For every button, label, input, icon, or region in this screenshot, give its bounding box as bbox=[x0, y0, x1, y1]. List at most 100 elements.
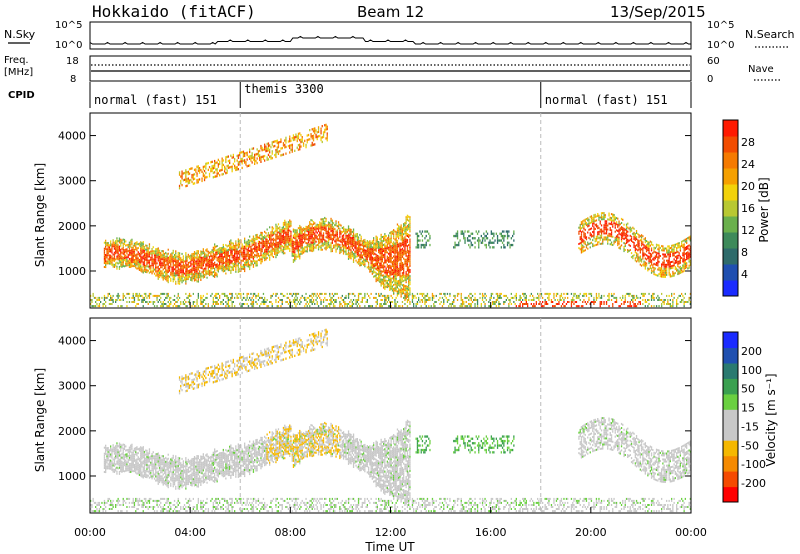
main-band-power-cell bbox=[158, 249, 161, 252]
main-band-power-cell bbox=[276, 245, 278, 248]
main-band-power-cell bbox=[295, 253, 297, 256]
main-band-power-cell bbox=[390, 251, 392, 254]
upper-band-power-cell bbox=[214, 162, 216, 165]
upper-band-power-cell bbox=[255, 160, 257, 163]
main-band-power-cell bbox=[193, 269, 196, 272]
upper-band-power-cell bbox=[267, 153, 270, 156]
ground-scatter-power-cell bbox=[567, 296, 569, 299]
main-band-power-cell bbox=[214, 255, 216, 258]
upper-band-power-cell bbox=[241, 162, 243, 165]
isolated-echo-power-cell bbox=[416, 234, 419, 238]
main-band-power-cell bbox=[359, 242, 361, 244]
ground-scatter-power-cell bbox=[275, 292, 277, 295]
main-band-power-cell bbox=[344, 242, 346, 245]
main-band-power-cell bbox=[160, 262, 162, 265]
main-band-power-cell bbox=[146, 255, 148, 257]
ground-scatter-power-cell bbox=[267, 305, 270, 308]
upper-band-power-cell bbox=[307, 138, 310, 141]
ground-scatter-power-cell bbox=[519, 299, 521, 301]
ground-scatter-power-cell bbox=[530, 299, 532, 301]
main-band-power-cell bbox=[376, 273, 378, 276]
upper-band-power-cell bbox=[267, 158, 270, 161]
evening-band-power-cell bbox=[589, 234, 591, 237]
evening-band-power-cell bbox=[593, 220, 595, 223]
main-band-power-cell bbox=[292, 228, 295, 231]
main-band-power-cell bbox=[274, 244, 276, 247]
ground-scatter-power-cell bbox=[202, 305, 204, 308]
main-band-power-cell bbox=[254, 241, 256, 244]
ground-scatter-power-cell bbox=[103, 299, 106, 301]
main-band-power-cell bbox=[192, 263, 194, 265]
ground-scatter-power-cell bbox=[90, 303, 92, 305]
main-band-power-cell bbox=[151, 250, 153, 253]
ground-scatter-power-cell bbox=[570, 303, 573, 305]
ground-scatter-power-cell bbox=[523, 294, 525, 297]
main-band-power-cell bbox=[373, 237, 375, 240]
isolated-echo-power-cell bbox=[491, 246, 494, 249]
main-band-power-cell bbox=[405, 254, 407, 257]
main-band-power-cell bbox=[153, 256, 156, 259]
main-band-power-cell bbox=[246, 252, 248, 255]
isolated-echo-power-cell bbox=[453, 234, 455, 238]
main-band-power-cell bbox=[324, 227, 326, 229]
upper-band-power-cell bbox=[289, 146, 291, 150]
ground-scatter-power-cell bbox=[340, 303, 342, 305]
main-band-power-cell bbox=[230, 265, 232, 268]
main-band-power-cell bbox=[360, 254, 362, 256]
main-band-power-cell bbox=[408, 294, 410, 297]
main-band-power-cell bbox=[173, 264, 176, 267]
main-band-power-cell bbox=[400, 260, 402, 263]
main-band-power-cell bbox=[368, 253, 370, 256]
main-band-power-cell bbox=[168, 267, 171, 270]
ground-scatter-power-cell bbox=[312, 294, 315, 297]
main-band-power-cell bbox=[345, 242, 347, 245]
evening-band-power-cell bbox=[594, 213, 596, 216]
main-band-power-cell bbox=[140, 269, 142, 272]
main-band-power-cell bbox=[235, 266, 237, 269]
main-band-power-cell bbox=[366, 258, 368, 261]
ground-scatter-power-cell bbox=[126, 305, 128, 308]
ground-scatter-power-cell bbox=[366, 292, 368, 295]
ground-scatter-power-cell bbox=[214, 305, 216, 308]
main-band-power-cell bbox=[252, 243, 255, 246]
main-band-power-cell bbox=[171, 258, 173, 261]
ground-scatter-power-cell bbox=[503, 294, 505, 297]
main-band-power-cell bbox=[167, 260, 169, 263]
main-band-power-cell bbox=[116, 251, 118, 254]
main-band-power-cell bbox=[193, 251, 196, 253]
evening-band-power-cell bbox=[592, 224, 594, 227]
main-band-power-cell bbox=[142, 257, 144, 260]
ground-scatter-power-cell bbox=[355, 303, 357, 305]
main-band-power-cell bbox=[230, 247, 232, 250]
ground-scatter-power-cell bbox=[280, 305, 282, 308]
evening-band-power-cell bbox=[593, 232, 595, 235]
main-band-power-cell bbox=[380, 258, 382, 261]
main-band-power-cell bbox=[175, 262, 177, 265]
main-band-power-cell bbox=[374, 275, 376, 278]
main-band-power-cell bbox=[198, 260, 201, 263]
main-band-power-cell bbox=[157, 273, 159, 276]
ground-scatter-power-cell bbox=[207, 305, 209, 308]
ground-scatter-power-cell bbox=[141, 294, 143, 297]
main-band-power-cell bbox=[341, 241, 343, 244]
isolated-echo-power-cell bbox=[506, 230, 509, 233]
main-band-power-cell bbox=[275, 227, 277, 230]
main-band-power-cell bbox=[391, 285, 394, 288]
main-band-power-cell bbox=[156, 272, 158, 275]
main-band-power-cell bbox=[256, 233, 258, 236]
main-band-power-cell bbox=[352, 261, 355, 263]
main-band-power-cell bbox=[363, 241, 365, 244]
main-band-power-cell bbox=[232, 262, 234, 265]
main-band-power-cell bbox=[400, 236, 402, 239]
main-band-power-cell bbox=[330, 246, 332, 249]
main-band-power-cell bbox=[374, 246, 376, 249]
upper-band-power-cell bbox=[251, 156, 253, 159]
main-band-power-cell bbox=[398, 235, 400, 238]
upper-band-power-cell bbox=[214, 159, 216, 163]
main-band-power-cell bbox=[246, 244, 248, 247]
main-band-power-cell bbox=[123, 265, 126, 268]
ground-scatter-power-cell bbox=[523, 292, 525, 295]
upper-band-power-cell bbox=[205, 171, 207, 175]
main-band-power-cell bbox=[395, 251, 397, 254]
ground-scatter-power-cell bbox=[518, 305, 520, 308]
